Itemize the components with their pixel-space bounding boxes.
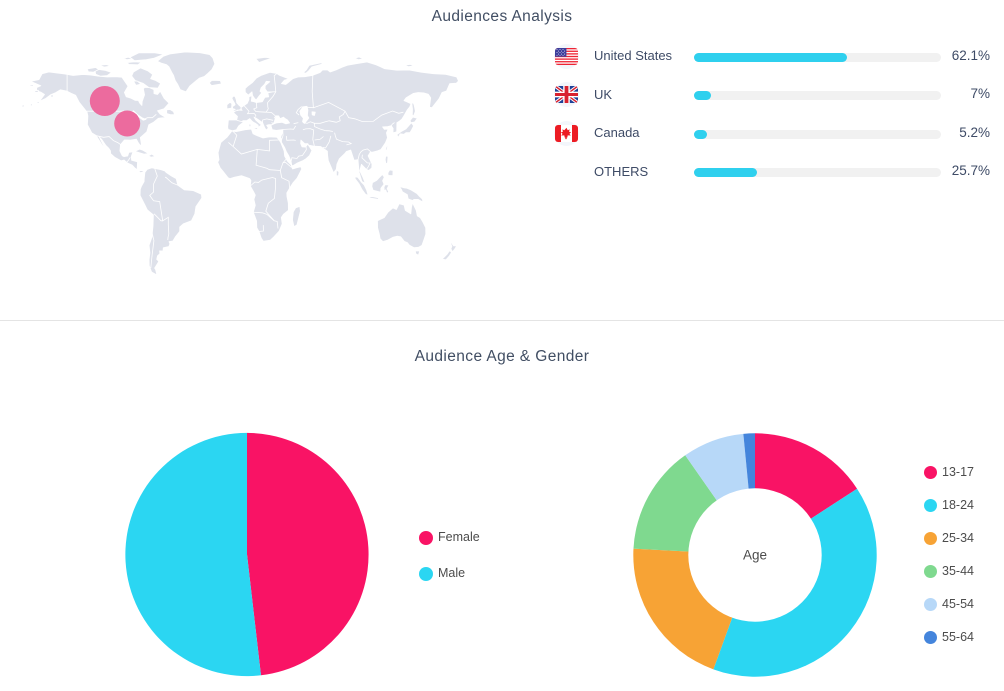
svg-text:Age: Age [743, 548, 767, 563]
